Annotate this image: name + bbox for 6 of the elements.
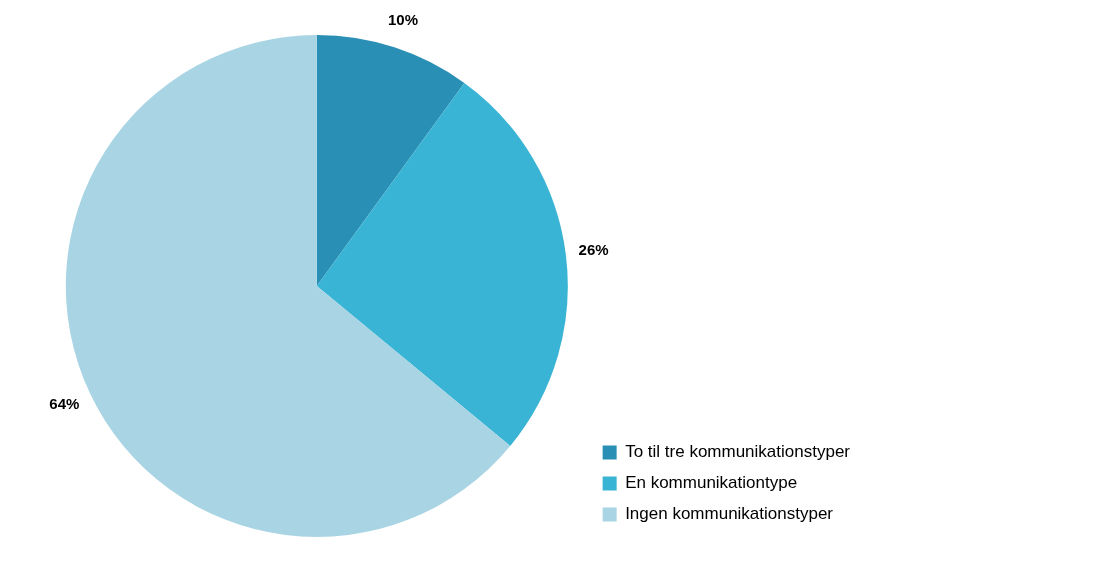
legend-label: To til tre kommunikationstyper [625,442,851,462]
legend-label: Ingen kommunikationstyper [625,504,834,524]
data-label: 64% [49,394,80,412]
data-label: 10% [388,10,419,28]
data-label: 26% [578,241,609,259]
legend-label: En kommunikationtype [625,473,798,493]
